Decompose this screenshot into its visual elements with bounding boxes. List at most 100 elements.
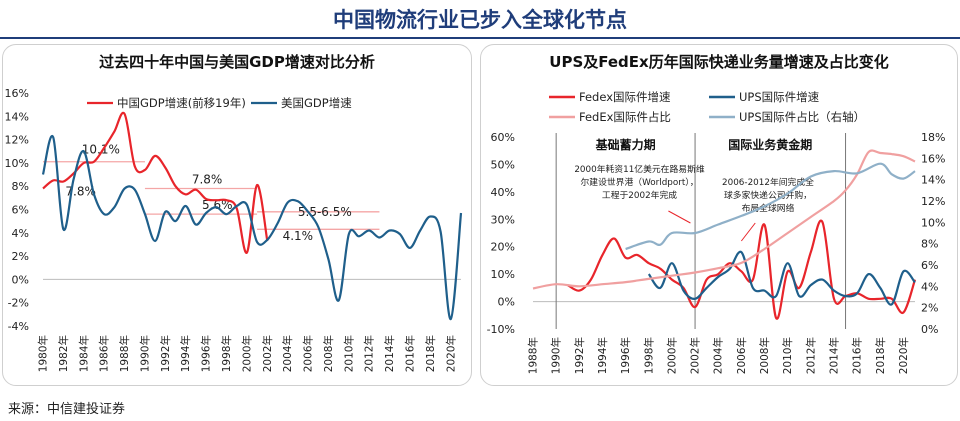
express-chart: -10% 0% 10% 20% 30% 40% 50% 60% 0% 2% 4% 6% 8% 10% 12%… (487, 90, 946, 374)
express-series-0-line (567, 219, 917, 320)
y-right-tick-label: 0% (921, 323, 938, 336)
x-tick-label: 2020年 (897, 337, 910, 374)
x-tick-label: 2004年 (712, 337, 725, 374)
express-series-3-line (625, 162, 916, 251)
express-series-2-line (532, 149, 916, 290)
value-annotation: 7.8% (65, 185, 96, 199)
reference-label: 5.6% (202, 198, 233, 212)
legend-label: UPS国际件增速 (739, 90, 820, 104)
x-tick-label: 1992年 (573, 337, 586, 374)
x-tick-label: 1994年 (179, 335, 192, 372)
y-right-tick-label: 4% (921, 280, 938, 293)
x-tick-label: 1982年 (57, 335, 70, 372)
x-tick-label: 2010年 (781, 337, 794, 374)
annotation-arrow (668, 210, 691, 224)
y-left-tick-label: 60% (491, 131, 515, 144)
y-left-tick-label: 0% (498, 296, 515, 309)
y-left-tick-label: 10% (491, 268, 515, 281)
y-right-tick-label: 6% (921, 259, 938, 272)
reference-label: 7.8% (192, 173, 223, 187)
x-tick-label: 2020年 (444, 335, 457, 372)
x-tick-label: 1998年 (220, 335, 233, 372)
event-annotation-line: 2006-2012年间完成全 (722, 176, 814, 188)
source-note: 来源：中信建投证券 (8, 402, 126, 417)
event-annotation-line: 尔建设世界港（Worldport）， (580, 176, 698, 188)
period-label: 基础蓄力期 (595, 137, 656, 152)
y-tick-label: 10% (5, 157, 29, 170)
x-tick-label: 1998年 (642, 337, 655, 374)
y-right-tick-label: 14% (921, 174, 945, 187)
x-tick-label: 2000年 (665, 337, 678, 374)
event-annotation-line: 工程于2002年完成 (602, 189, 677, 201)
y-right-tick-label: 16% (921, 152, 945, 165)
left-chart-panel: 过去四十年中国与美国GDP增速对比分析 -4% -2% 0% 2% 4% 6% 8% 10% 1… (2, 44, 472, 386)
y-tick-label: 6% (12, 204, 29, 217)
gdp-chart: -4% -2% 0% 2% 4% 6% 8% 10% 12% 14% 16% 1980年 1982年 19… (5, 87, 463, 372)
x-tick-label: 2016年 (851, 337, 864, 374)
x-tick-label: 2012年 (804, 337, 817, 374)
left-chart-title: 过去四十年中国与美国GDP增速对比分析 (99, 53, 375, 71)
x-tick-label: 2006年 (735, 337, 748, 374)
x-tick-label: 2014年 (827, 337, 840, 374)
event-annotation-line: 2000年耗资11亿美元在路易斯维 (574, 163, 705, 175)
legend-label: UPS国际件占比（右轴） (739, 110, 865, 124)
y-left-tick-label: -10% (487, 323, 515, 336)
x-tick-label: 2006年 (302, 335, 315, 372)
y-right-tick-label: 12% (921, 195, 945, 208)
y-tick-label: 12% (5, 134, 29, 147)
y-right-tick-label: 2% (921, 302, 938, 315)
y-left-tick-label: 50% (491, 158, 515, 171)
express-series-1-line (647, 250, 916, 306)
x-tick-label: 2008年 (758, 337, 771, 374)
page-title: 中国物流行业已步入全球化节点 (333, 8, 627, 32)
x-tick-label: 1996年 (619, 337, 632, 374)
x-tick-label: 1992年 (159, 335, 172, 372)
y-tick-label: 8% (12, 180, 29, 193)
y-right-tick-label: 10% (921, 216, 945, 229)
y-right-tick-label: 18% (921, 131, 945, 144)
y-tick-label: -4% (8, 320, 29, 333)
x-tick-label: 1986年 (98, 335, 111, 372)
x-tick-label: 2000年 (240, 335, 253, 372)
y-right-tick-label: 8% (921, 238, 938, 251)
gdp-series-0-line (42, 111, 269, 254)
x-tick-label: 1988年 (118, 335, 131, 372)
event-annotation-line: 球多家快递公司并购， (724, 189, 812, 201)
annotation-arrow (740, 222, 756, 242)
legend-label: FedEx国际件占比 (579, 110, 671, 124)
x-tick-label: 1996年 (200, 335, 213, 372)
x-tick-label: 2018年 (874, 337, 887, 374)
x-tick-label: 1990年 (138, 335, 151, 372)
reference-label: 5.5-6.5% (298, 205, 352, 219)
y-tick-label: 4% (12, 227, 29, 240)
y-left-tick-label: 40% (491, 186, 515, 199)
x-tick-label: 1984年 (77, 335, 90, 372)
right-chart-title: UPS及FedEx历年国际快递业务量增速及占比变化 (549, 53, 889, 71)
y-left-tick-label: 30% (491, 213, 515, 226)
x-tick-label: 2014年 (383, 335, 396, 372)
x-tick-label: 2004年 (281, 335, 294, 372)
y-tick-label: 2% (12, 250, 29, 263)
y-tick-label: -2% (8, 297, 29, 310)
x-tick-label: 1994年 (596, 337, 609, 374)
x-tick-label: 2002年 (261, 335, 274, 372)
y-tick-label: 14% (5, 110, 29, 123)
x-tick-label: 1988年 (527, 337, 540, 374)
x-tick-label: 2002年 (689, 337, 702, 374)
x-tick-label: 2018年 (424, 335, 437, 372)
right-chart-panel: UPS及FedEx历年国际快递业务量增速及占比变化 -10% 0% 10% 20% 30… (480, 44, 958, 386)
value-annotation: 4.1% (283, 229, 314, 243)
legend-label: Fedex国际件增速 (579, 90, 671, 104)
title-divider (0, 37, 960, 39)
x-tick-label: 1980年 (37, 335, 50, 372)
x-tick-label: 2012年 (363, 335, 376, 372)
y-tick-label: 0% (12, 273, 29, 286)
x-tick-label: 2008年 (322, 335, 335, 372)
legend-label: 中国GDP增速(前移19年) (117, 96, 246, 110)
x-tick-label: 2010年 (342, 335, 355, 372)
x-tick-label: 2016年 (404, 335, 417, 372)
period-label: 国际业务黄金期 (728, 137, 812, 152)
legend-label: 美国GDP增速 (281, 96, 352, 110)
gdp-series-1-line (41, 134, 463, 321)
reference-label: 10.1% (82, 143, 120, 157)
